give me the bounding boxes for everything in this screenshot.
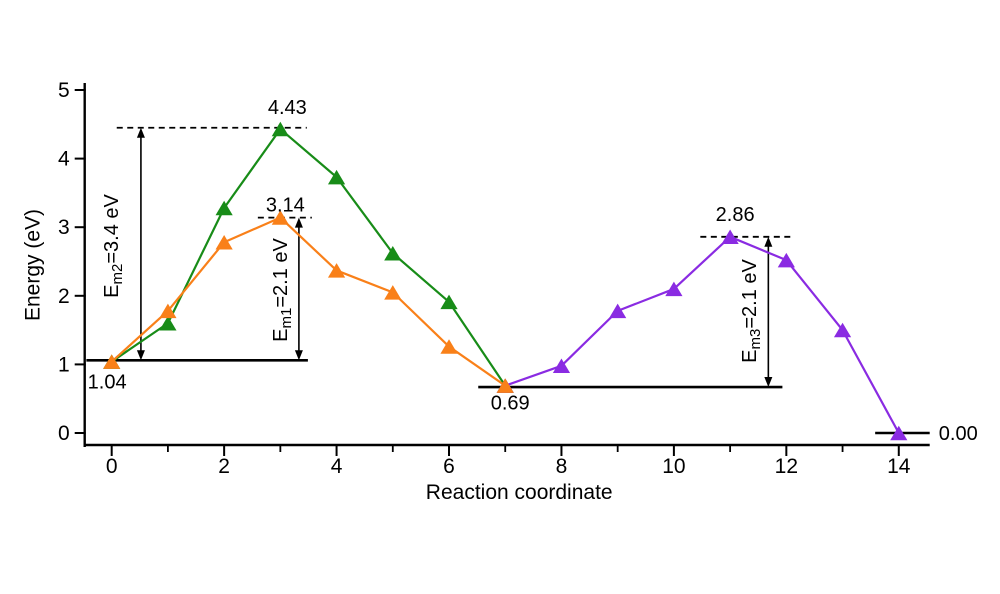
x-axis-title: Reaction coordinate: [426, 481, 613, 504]
barrier-3-purple-marker: [552, 358, 571, 373]
barrier-arrow-em1-head-bottom: [294, 350, 303, 361]
barrier-2-orange-marker: [440, 339, 458, 354]
barrier-3-purple-marker: [890, 425, 908, 441]
y-tick-label: 5: [58, 79, 70, 102]
barrier-1-green-marker: [327, 169, 346, 185]
barrier-1-green-marker: [215, 200, 233, 216]
y-axis-title: Energy (eV): [22, 209, 45, 321]
point-label-3.14: 3.14: [266, 195, 305, 217]
barrier-arrow-em3-label: Em3=2.1 eV: [739, 259, 764, 363]
barrier-1-green-marker: [159, 315, 177, 331]
y-tick-label: 3: [58, 216, 70, 239]
barrier-1-green-marker: [440, 294, 458, 310]
barrier-2-orange-marker: [271, 210, 289, 225]
x-tick-label: 6: [443, 455, 455, 478]
point-label-2.86: 2.86: [716, 204, 755, 226]
barrier-arrow-em3-head-top: [764, 236, 773, 247]
y-tick-label: 0: [58, 422, 70, 445]
y-tick-label: 1: [58, 353, 70, 376]
barrier-arrow-em1-label: Em1=2.1 eV: [270, 238, 295, 342]
barrier-3-purple-marker: [833, 322, 852, 338]
barrier-2-orange-marker: [103, 354, 121, 369]
x-tick-label: 12: [775, 455, 798, 478]
barrier-arrow-em2-head-top: [136, 127, 145, 138]
x-tick-label: 2: [218, 455, 230, 478]
barrier-3-purple-marker: [777, 252, 795, 268]
barrier-1-green-marker: [384, 245, 402, 261]
barrier-2-orange-line: [110, 216, 506, 387]
x-tick-label: 10: [662, 455, 685, 478]
barrier-3-purple-marker: [609, 303, 627, 319]
point-label-1.04: 1.04: [88, 372, 127, 394]
barrier-2-orange-marker: [215, 234, 233, 250]
barrier-2-orange-marker: [496, 378, 514, 393]
barrier-2-orange-marker: [159, 303, 177, 319]
x-tick-label: 14: [887, 455, 911, 478]
barrier-1-green-line: [111, 128, 507, 387]
y-tick-label: 2: [58, 285, 70, 308]
x-tick-label: 8: [556, 455, 568, 478]
barrier-2-orange-marker: [327, 263, 346, 278]
barrier-arrow-em3-head-bottom: [764, 377, 773, 388]
x-tick-label: 4: [331, 455, 343, 478]
barrier-3-purple-line: [504, 235, 900, 434]
point-label-0.69: 0.69: [491, 393, 530, 415]
barrier-arrow-em2-label: Em2=3.4 eV: [101, 194, 126, 298]
barrier-2-orange-marker: [384, 285, 402, 300]
barrier-1-green-marker: [271, 121, 289, 137]
barrier-arrow-em1-head-top: [294, 217, 303, 228]
y-tick-label: 4: [58, 148, 70, 171]
barrier-3-purple-marker: [721, 229, 739, 245]
x-tick-label: 0: [106, 455, 118, 478]
barrier-3-purple-marker: [665, 281, 683, 297]
point-label-4.43: 4.43: [268, 97, 307, 119]
barrier-arrow-em2-head-bottom: [136, 350, 145, 361]
point-label-0.00: 0.00: [939, 423, 978, 445]
